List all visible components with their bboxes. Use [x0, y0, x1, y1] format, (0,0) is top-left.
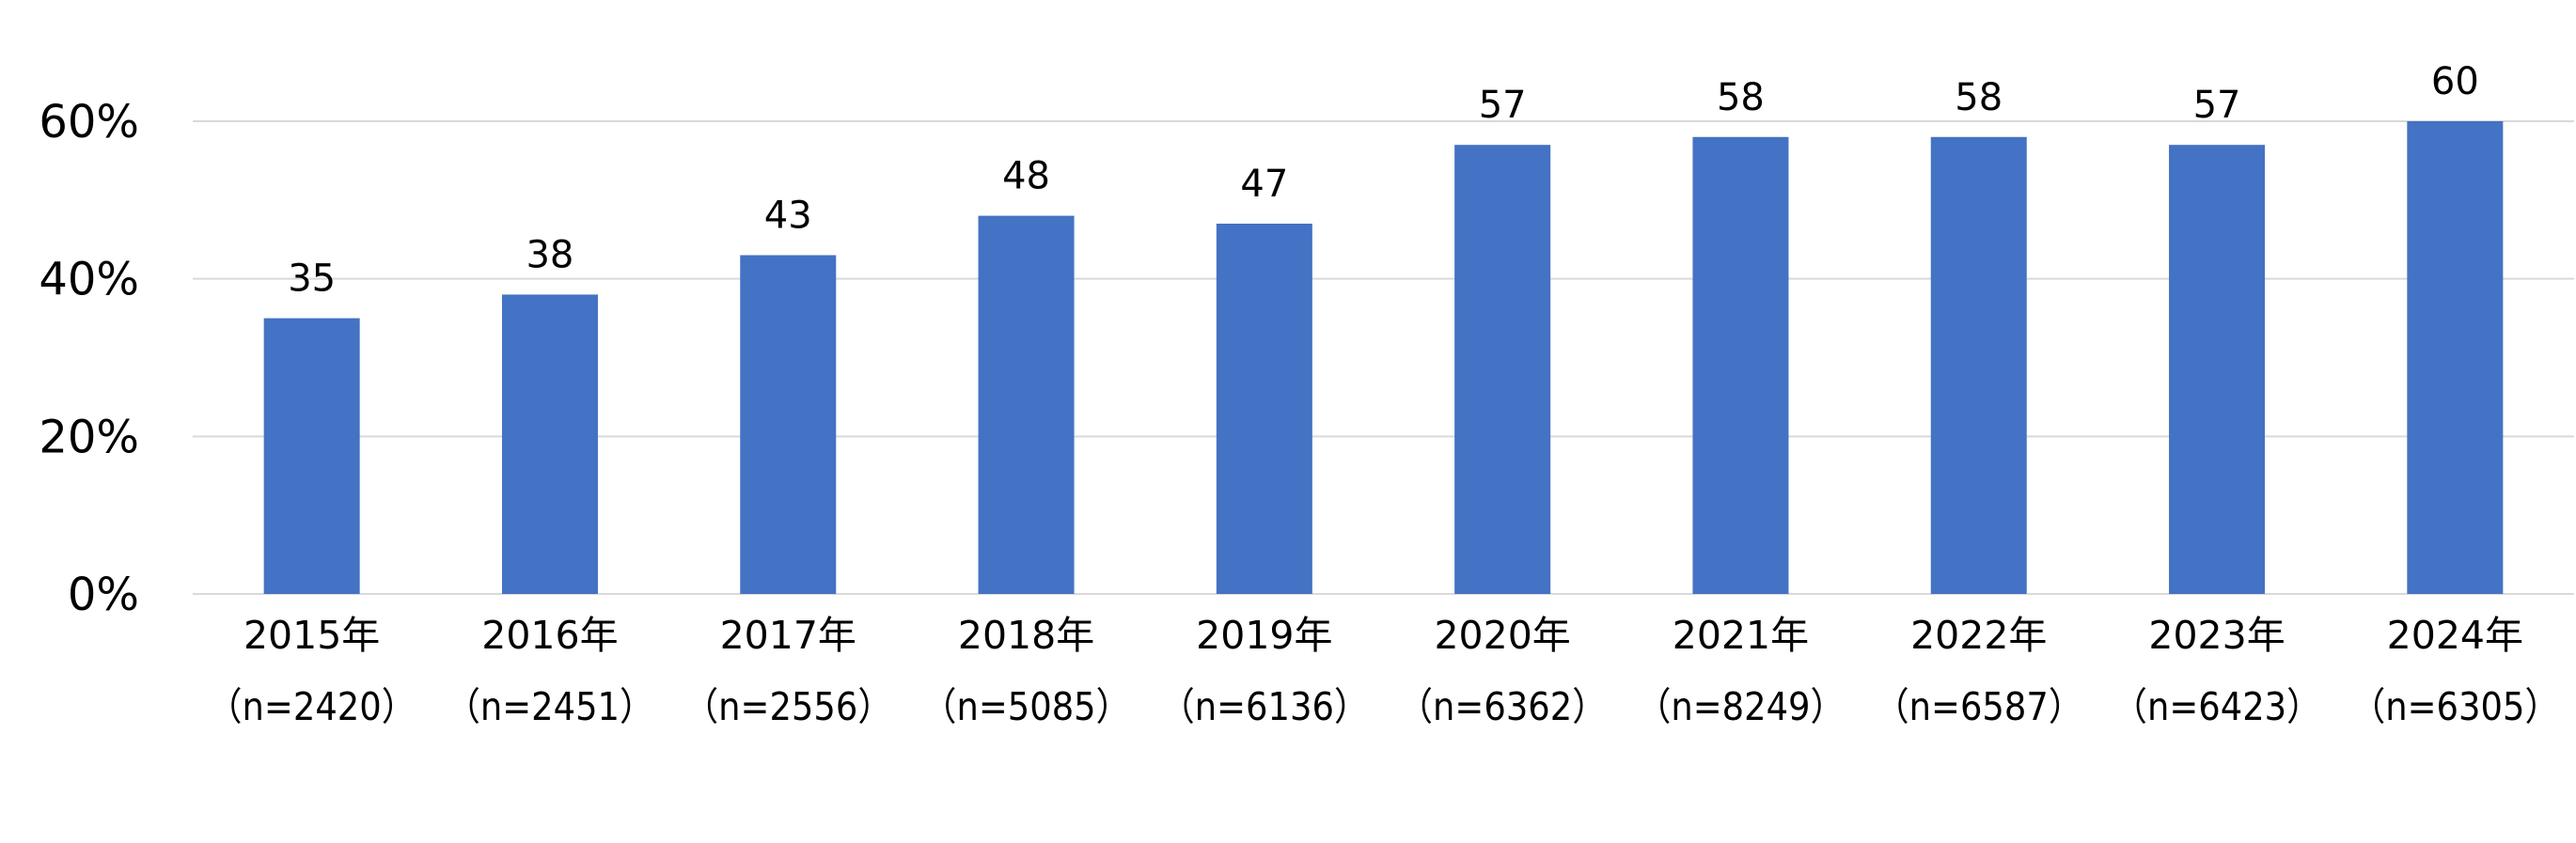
x-tick-sublabel: （n=2451）	[446, 684, 654, 729]
data-label: 47	[1240, 163, 1288, 206]
bar	[740, 255, 837, 594]
x-tick-sublabel: （n=5085）	[922, 684, 1131, 729]
data-label: 38	[526, 233, 573, 276]
x-tick-sublabel: （n=6423）	[2113, 684, 2321, 729]
bar	[263, 318, 360, 594]
bar	[1692, 136, 1789, 594]
x-tick-label: 2023年	[2148, 613, 2285, 658]
bar	[1216, 223, 1312, 594]
bar	[1454, 145, 1551, 594]
bars	[263, 121, 2504, 594]
x-tick-label: 2022年	[1910, 613, 2047, 658]
bar	[2169, 145, 2266, 594]
x-tick-label: 2019年	[1196, 613, 1332, 658]
data-labels: 35 38 43 48 47 57 58 58 57 60	[288, 60, 2479, 301]
data-label: 58	[1955, 76, 2003, 119]
x-tick-label: 2016年	[481, 613, 618, 658]
data-label: 57	[2193, 84, 2241, 127]
x-axis-tick-labels: 2015年 （n=2420） 2016年 （n=2451） 2017年 （n=2556） 2…	[208, 613, 2560, 729]
data-label: 57	[1479, 84, 1527, 127]
data-label: 58	[1717, 76, 1765, 119]
x-tick-sublabel: （n=6362）	[1398, 684, 1607, 729]
bar	[1930, 136, 2027, 594]
x-tick-sublabel: （n=8249）	[1636, 684, 1845, 729]
y-tick-label: 20%	[39, 411, 139, 463]
y-tick-label: 40%	[39, 254, 139, 306]
data-label: 35	[288, 258, 336, 301]
bar	[2407, 121, 2504, 594]
x-tick-label: 2024年	[2387, 613, 2523, 658]
data-label: 48	[1002, 155, 1050, 198]
x-tick-sublabel: （n=6587）	[1875, 684, 2083, 729]
x-tick-label: 2021年	[1673, 613, 1809, 658]
x-tick-label: 2017年	[720, 613, 856, 658]
x-tick-label: 2020年	[1434, 613, 1570, 658]
x-tick-label: 2018年	[958, 613, 1094, 658]
y-axis-tick-labels: 0% 20% 40% 60%	[39, 96, 139, 621]
y-tick-label: 60%	[39, 96, 139, 148]
x-tick-sublabel: （n=6136）	[1160, 684, 1369, 729]
bar	[501, 294, 598, 594]
x-tick-label: 2015年	[243, 613, 380, 658]
data-label: 60	[2431, 60, 2479, 103]
x-tick-sublabel: （n=2420）	[208, 684, 416, 729]
bar	[978, 215, 1075, 594]
data-label: 43	[764, 195, 812, 238]
y-tick-label: 0%	[68, 569, 139, 621]
x-tick-sublabel: （n=2556）	[683, 684, 892, 729]
x-tick-sublabel: （n=6305）	[2350, 684, 2559, 729]
